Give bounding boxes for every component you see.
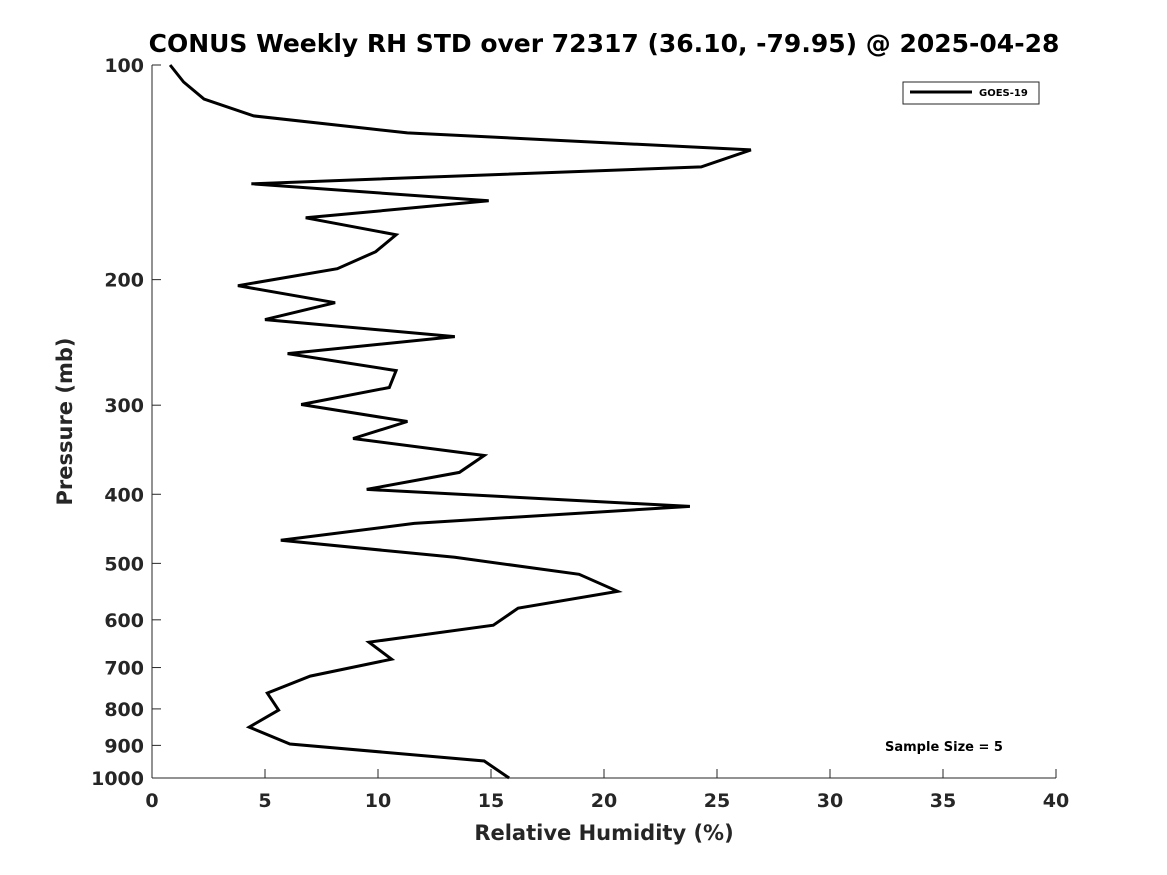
y-tick-label: 300 <box>104 395 144 417</box>
y-axis-label: Pressure (mb) <box>53 338 77 506</box>
x-tick-label: 35 <box>930 790 956 812</box>
y-tick-label: 900 <box>104 735 144 757</box>
x-axis-label: Relative Humidity (%) <box>474 821 733 845</box>
y-tick-label: 500 <box>104 553 144 575</box>
chart-title: CONUS Weekly RH STD over 72317 (36.10, -… <box>149 29 1060 58</box>
y-tick-label: 700 <box>104 658 144 680</box>
x-tick-label: 5 <box>258 790 271 812</box>
x-tick-label: 20 <box>591 790 617 812</box>
y-tick-label: 600 <box>104 610 144 632</box>
x-tick-label: 10 <box>365 790 391 812</box>
legend: GOES-19 <box>902 81 1040 105</box>
x-tick-label: 25 <box>704 790 730 812</box>
x-tick-label: 0 <box>145 790 158 812</box>
y-tick-label: 1000 <box>91 768 144 790</box>
x-tick-label: 40 <box>1043 790 1069 812</box>
y-tick-label: 800 <box>104 699 144 721</box>
y-tick-label: 200 <box>104 270 144 292</box>
x-tick-label: 30 <box>817 790 843 812</box>
legend-label-goes-19: GOES-19 <box>979 88 1028 99</box>
x-tick-label: 15 <box>478 790 504 812</box>
axis-ticks: 0 5 10 15 20 25 30 35 40 100 200 300 400 500 600 700 800… <box>91 55 1069 812</box>
plot-area <box>168 64 752 780</box>
series-line-goes-19 <box>168 64 752 780</box>
y-tick-label: 100 <box>104 55 144 77</box>
sample-size-annotation: Sample Size = 5 <box>885 740 1003 755</box>
y-tick-label: 400 <box>104 484 144 506</box>
